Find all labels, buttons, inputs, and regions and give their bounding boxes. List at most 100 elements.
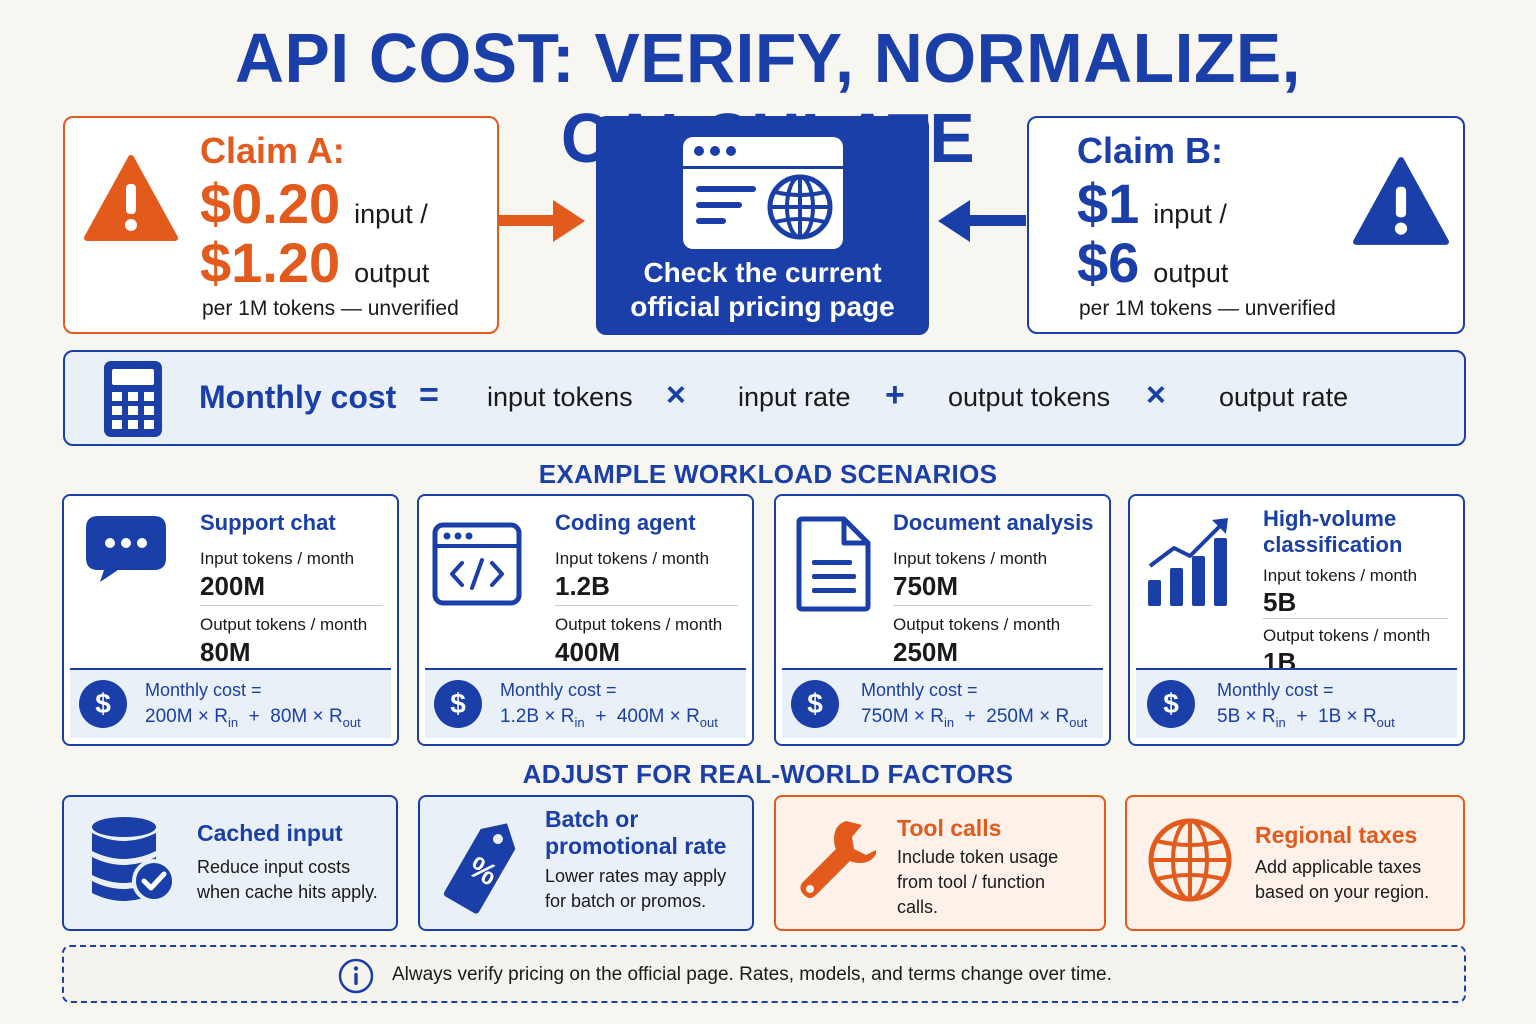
scenario-title: High-volume classification: [1263, 506, 1403, 557]
input-tokens-value: 750M: [893, 571, 959, 601]
dollar-icon: $: [1147, 680, 1195, 728]
chat-bubble-icon: [86, 516, 166, 582]
input-tokens-label: Input tokens / month: [555, 549, 710, 568]
factor-description: Lower rates may apply for batch or promo…: [545, 866, 727, 911]
arrow-right-icon: [499, 200, 585, 242]
note-text: Always verify pricing on the official pa…: [392, 964, 1112, 985]
document-icon: [796, 516, 871, 612]
monthly-cost-footer: $ Monthly cost = 1.2B × Rin + 400M × Rou…: [425, 668, 746, 738]
divider: [1263, 618, 1448, 619]
claim-b-output-unit: output: [1153, 258, 1229, 288]
factor-title: Cached input: [197, 820, 343, 846]
monthly-cost-expression: 750M × Rin + 250M × Rout: [861, 706, 1088, 730]
check-line-1: Check the current: [643, 257, 882, 288]
formula-bar: Monthly cost = input tokens × input rate…: [63, 350, 1466, 446]
factor-title: Regional taxes: [1255, 822, 1418, 848]
scenario-card-support-chat: Support chat Input tokens / month 200M O…: [62, 494, 399, 746]
input-tokens-value: 5B: [1263, 587, 1297, 617]
scenario-card-coding-agent: Coding agent Input tokens / month 1.2B O…: [417, 494, 754, 746]
claim-a-input-unit: input /: [354, 199, 428, 229]
scenario-title: Support chat: [200, 510, 336, 535]
warning-icon: [84, 155, 178, 241]
dollar-icon: $: [79, 680, 127, 728]
claim-a-output-price: $1.20: [200, 231, 341, 294]
input-tokens-label: Input tokens / month: [893, 549, 1048, 568]
dollar-icon: $: [434, 680, 482, 728]
formula-input-tokens: input tokens: [487, 382, 633, 412]
info-icon: [338, 958, 374, 994]
calculator-icon: [104, 361, 162, 437]
bar-chart-growth-icon: [1148, 518, 1228, 606]
claim-a-input-price: $0.20: [200, 172, 341, 235]
discount-tag-icon: %: [443, 823, 516, 914]
database-check-icon: [92, 817, 176, 903]
factors-heading: ADJUST FOR REAL-WORLD FACTORS: [522, 759, 1014, 789]
output-tokens-value: 80M: [200, 637, 251, 667]
factor-card-regional-taxes: Regional taxes Add applicable taxes base…: [1125, 795, 1465, 931]
divider: [893, 605, 1092, 606]
code-window-icon: [432, 522, 522, 606]
claim-a-title: Claim A:: [200, 130, 345, 171]
monthly-cost-expression: 200M × Rin + 80M × Rout: [145, 706, 361, 730]
input-tokens-label: Input tokens / month: [200, 549, 355, 568]
input-tokens-value: 1.2B: [555, 571, 610, 601]
monthly-cost-footer: $ Monthly cost = 200M × Rin + 80M × Rout: [70, 668, 391, 738]
claim-b-note: per 1M tokens — unverified: [1079, 297, 1336, 320]
output-tokens-value: 250M: [893, 637, 959, 667]
browser-globe-icon: [683, 137, 843, 249]
factor-card-batch-promo: % Batch or promotional rate Lower rates …: [418, 795, 754, 931]
factor-card-tool-calls: Tool calls Include token usage from tool…: [774, 795, 1106, 931]
check-pricing-card: Check the current official pricing page: [596, 116, 929, 335]
claim-b-output-price: $6: [1077, 231, 1140, 294]
claim-b-input-unit: input /: [1153, 199, 1227, 229]
claim-b-input-price: $1: [1077, 172, 1140, 235]
monthly-cost-label: Monthly cost =: [861, 680, 978, 700]
check-line-2: official pricing page: [630, 291, 895, 322]
scenarios-heading: EXAMPLE WORKLOAD SCENARIOS: [538, 459, 998, 489]
output-tokens-label: Output tokens / month: [1263, 626, 1431, 645]
input-tokens-value: 200M: [200, 571, 266, 601]
divider: [555, 605, 738, 606]
scenario-title: Document analysis: [893, 510, 1094, 535]
factor-card-cached-input: Cached input Reduce input costs when cac…: [62, 795, 398, 931]
input-tokens-label: Input tokens / month: [1263, 566, 1418, 585]
claim-b-card: Claim B: $1 input / $6 output per 1M tok…: [1027, 116, 1465, 334]
formula-plus: +: [885, 376, 905, 414]
monthly-cost-label: Monthly cost =: [500, 680, 617, 700]
verification-note: Always verify pricing on the official pa…: [62, 945, 1466, 1003]
scenario-card-high-volume-classification: High-volume classification Input tokens …: [1128, 494, 1465, 746]
output-tokens-label: Output tokens / month: [200, 615, 368, 634]
globe-icon: [1148, 818, 1232, 902]
monthly-cost-expression: 5B × Rin + 1B × Rout: [1217, 706, 1395, 730]
monthly-cost-expression: 1.2B × Rin + 400M × Rout: [500, 706, 718, 730]
formula-output-tokens: output tokens: [948, 382, 1111, 412]
dollar-icon: $: [791, 680, 839, 728]
factor-description: Include token usage from tool / function…: [897, 847, 1059, 917]
formula-input-rate: input rate: [738, 382, 851, 412]
output-tokens-value: 400M: [555, 637, 621, 667]
factor-description: Add applicable taxes based on your regio…: [1255, 857, 1430, 902]
arrow-left-icon: [938, 200, 1026, 242]
output-tokens-label: Output tokens / month: [555, 615, 723, 634]
factor-description: Reduce input costs when cache hits apply…: [197, 857, 378, 902]
warning-icon: [1353, 157, 1449, 245]
factor-title: Tool calls: [897, 815, 1002, 841]
claim-a-output-unit: output: [354, 258, 430, 288]
wrench-icon: [800, 821, 876, 898]
scenario-title: Coding agent: [555, 510, 696, 535]
claim-a-card: Claim A: $0.20 input / $1.20 output per …: [63, 116, 499, 334]
output-tokens-label: Output tokens / month: [893, 615, 1061, 634]
monthly-cost-footer: $ Monthly cost = 5B × Rin + 1B × Rout: [1136, 668, 1457, 738]
formula-times-2: ×: [1146, 376, 1166, 414]
formula-equals: =: [419, 376, 439, 414]
claim-a-note: per 1M tokens — unverified: [202, 297, 459, 320]
monthly-cost-label: Monthly cost =: [145, 680, 262, 700]
factor-title: Batch or promotional rate: [545, 806, 727, 859]
formula-times-1: ×: [666, 376, 686, 414]
formula-label: Monthly cost: [199, 379, 397, 415]
scenario-card-document-analysis: Document analysis Input tokens / month 7…: [774, 494, 1111, 746]
monthly-cost-footer: $ Monthly cost = 750M × Rin + 250M × Rou…: [782, 668, 1103, 738]
monthly-cost-label: Monthly cost =: [1217, 680, 1334, 700]
formula-output-rate: output rate: [1219, 382, 1349, 412]
claim-b-title: Claim B:: [1077, 130, 1224, 171]
